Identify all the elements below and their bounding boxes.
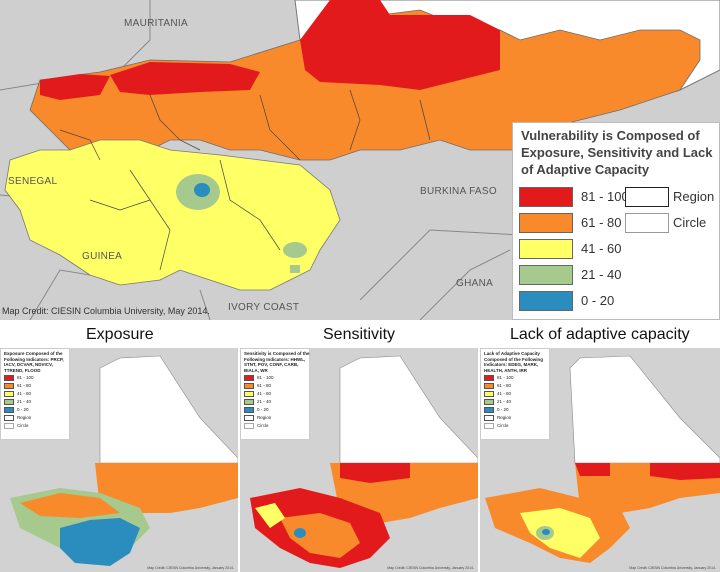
sensitivity-swatch-3	[244, 391, 254, 397]
adaptive-lab-5: 0 - 20	[497, 407, 509, 412]
sensitivity-legend: Sensitivity is Composed of the Following…	[240, 348, 310, 440]
panel-title-adaptive-capacity: Lack of adaptive capacity	[510, 326, 690, 343]
adaptive-capacity-map-drawing	[485, 355, 720, 563]
exposure-lab-1: 81 - 100	[17, 375, 34, 380]
legend-swatch-41-60	[519, 239, 573, 259]
legend-label-region: Region	[673, 189, 715, 204]
legend-label-0-20: 0 - 20	[581, 293, 615, 308]
label-mauritania: MAURITANIA	[124, 18, 188, 29]
adaptive-capacity-map: Lack of Adaptive Capacity Composed of th…	[480, 348, 720, 572]
exposure-lab-circle: Circle	[17, 423, 29, 428]
sensitivity-lab-region: Region	[257, 415, 272, 420]
sensitivity-lab-2: 61 - 80	[257, 383, 272, 388]
legend-swatch-region	[625, 187, 669, 207]
exposure-swatch-2	[4, 383, 14, 389]
exposure-swatch-1	[4, 375, 14, 381]
adaptive-lab-3: 41 - 60	[497, 391, 512, 396]
adaptive-lab-1: 81 - 100	[497, 375, 514, 380]
sensitivity-map: Sensitivity is Composed of the Following…	[240, 348, 478, 572]
panel-title-exposure: Exposure	[86, 326, 154, 343]
map-credit: Map Credit: CIESIN Columbia University, …	[2, 306, 210, 316]
legend-swatch-61-80	[519, 213, 573, 233]
sensitivity-legend-title: Sensitivity is Composed of the Following…	[244, 351, 310, 373]
exposure-swatch-4	[4, 399, 14, 405]
adaptive-swatch-5	[484, 407, 494, 413]
adaptive-swatch-3	[484, 391, 494, 397]
adaptive-capacity-legend: Lack of Adaptive Capacity Composed of th…	[480, 348, 550, 440]
adaptive-lab-4: 21 - 40	[497, 399, 512, 404]
legend-label-61-80: 61 - 80	[581, 215, 622, 230]
adaptive-lab-circle: Circle	[497, 423, 509, 428]
legend-label-41-60: 41 - 60	[581, 241, 622, 256]
sensitivity-swatch-4	[244, 399, 254, 405]
adaptive-capacity-credit: Map Credit: CIESIN Columbia University, …	[629, 566, 716, 570]
legend-label-81-100: 81 - 100	[581, 189, 629, 204]
sensitivity-credit: Map Credit: CIESIN Columbia University, …	[387, 566, 474, 570]
adaptive-lab-region: Region	[497, 415, 512, 420]
exposure-credit: Map Credit: CIESIN Columbia University, …	[147, 566, 234, 570]
vulnerability-main-map: MAURITANIA SENEGAL GUINEA IVORY COAST BU…	[0, 0, 720, 320]
exposure-swatch-3	[4, 391, 14, 397]
sensitivity-lab-circle: Circle	[257, 423, 269, 428]
sensitivity-swatch-1	[244, 375, 254, 381]
sensitivity-swatch-5	[244, 407, 254, 413]
exposure-map-drawing	[10, 355, 238, 566]
sensitivity-map-drawing	[250, 355, 478, 568]
legend-swatch-21-40	[519, 265, 573, 285]
exposure-swatch-region	[4, 415, 14, 421]
label-burkina-faso: BURKINA FASO	[420, 186, 497, 197]
adaptive-swatch-1	[484, 375, 494, 381]
exposure-lab-4: 21 - 40	[17, 399, 32, 404]
exposure-lab-2: 61 - 80	[17, 383, 32, 388]
legend-label-circle: Circle	[673, 215, 707, 230]
sensitivity-lab-1: 81 - 100	[257, 375, 274, 380]
adaptive-swatch-region	[484, 415, 494, 421]
legend-title: Vulnerability is Composed of Exposure, S…	[521, 128, 713, 177]
exposure-lab-3: 41 - 60	[17, 391, 32, 396]
legend-swatch-81-100	[519, 187, 573, 207]
legend-label-21-40: 21 - 40	[581, 267, 622, 282]
sensitivity-lab-5: 0 - 20	[257, 407, 269, 412]
panel-title-sensitivity: Sensitivity	[323, 326, 396, 343]
label-ivory-coast: IVORY COAST	[228, 302, 300, 313]
sensitivity-swatch-2	[244, 383, 254, 389]
adaptive-swatch-2	[484, 383, 494, 389]
label-ghana: GHANA	[456, 278, 494, 289]
exposure-swatch-circle	[4, 423, 14, 429]
exposure-legend-title: Exposure Composed of the Following Indic…	[4, 351, 64, 373]
adaptive-swatch-4	[484, 399, 494, 405]
exposure-swatch-5	[4, 407, 14, 413]
label-senegal: SENEGAL	[8, 176, 58, 187]
exposure-lab-region: Region	[17, 415, 32, 420]
adaptive-swatch-circle	[484, 423, 494, 429]
adaptive-capacity-legend-title: Lack of Adaptive Capacity Composed of th…	[484, 351, 543, 373]
sensitivity-lab-4: 21 - 40	[257, 399, 272, 404]
exposure-lab-5: 0 - 20	[17, 407, 29, 412]
sensitivity-swatch-region	[244, 415, 254, 421]
sensitivity-swatch-circle	[244, 423, 254, 429]
legend-swatch-0-20	[519, 291, 573, 311]
main-legend: Vulnerability is Composed of Exposure, S…	[512, 122, 720, 320]
adaptive-lab-2: 61 - 80	[497, 383, 512, 388]
label-guinea: GUINEA	[82, 251, 123, 262]
legend-swatch-circle	[625, 213, 669, 233]
exposure-map: Exposure Composed of the Following Indic…	[0, 348, 238, 572]
exposure-legend: Exposure Composed of the Following Indic…	[0, 348, 70, 440]
sensitivity-lab-3: 41 - 60	[257, 391, 272, 396]
